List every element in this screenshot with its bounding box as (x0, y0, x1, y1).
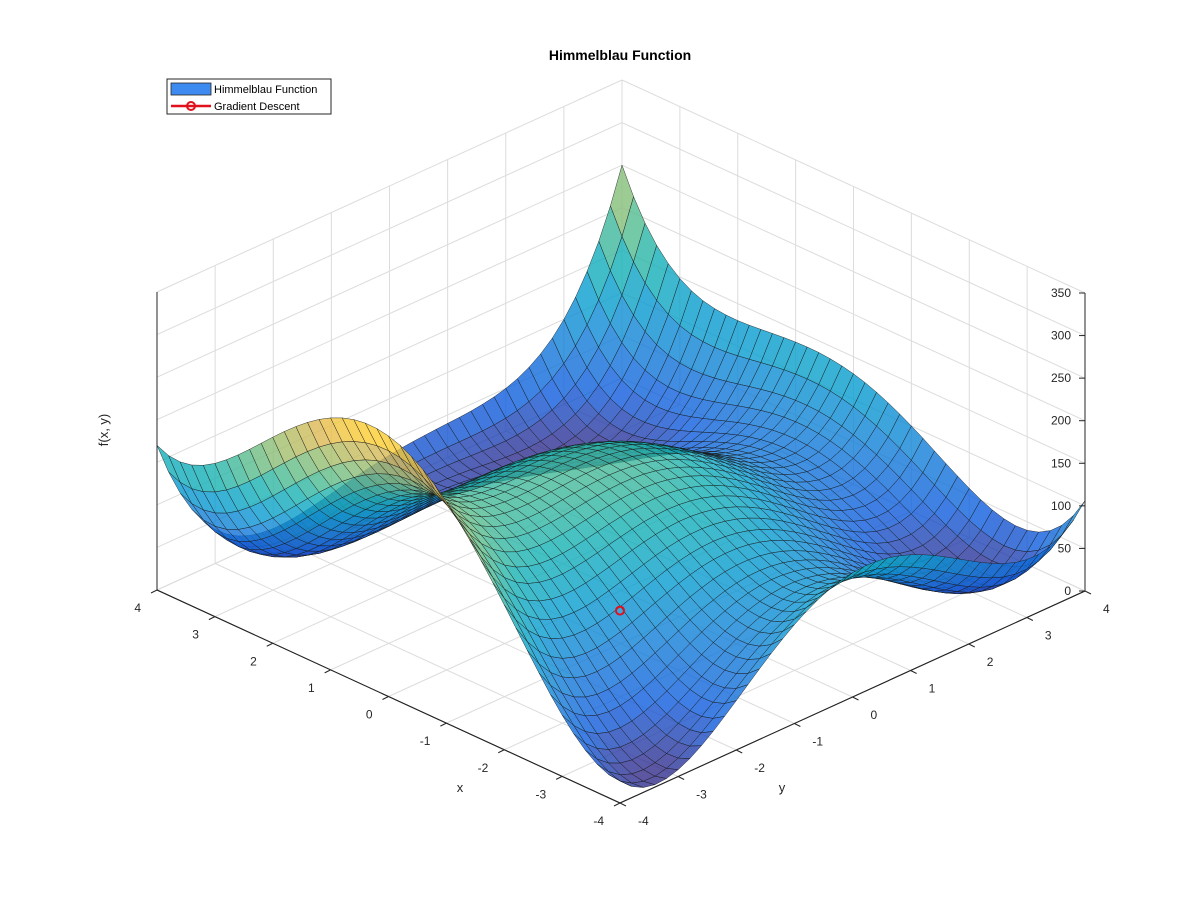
x-tick-mark (324, 669, 331, 674)
z-tick-label: 350 (1051, 286, 1071, 300)
y-tick-mark (619, 802, 627, 807)
legend: Himmelblau Function Gradient Descent (166, 78, 332, 115)
z-tick-label: 0 (1064, 584, 1071, 598)
surface-patch (608, 774, 632, 787)
x-tick-label: 4 (134, 601, 141, 615)
x-tick-mark (208, 616, 216, 621)
chart-title: Himmelblau Function (549, 47, 691, 63)
y-tick-mark (794, 723, 801, 727)
y-tick-mark (736, 749, 743, 754)
x-tick-mark (266, 642, 273, 647)
y-tick-mark (1084, 590, 1092, 595)
y-tick-mark (910, 670, 917, 674)
x-tick-mark (150, 589, 158, 594)
x-tick-label: -1 (420, 734, 431, 748)
y-tick-label: 1 (929, 682, 936, 696)
x-axis-label: x (457, 780, 464, 795)
surface-plot (156, 164, 1086, 788)
z-tick-label: 250 (1051, 371, 1071, 385)
x-tick-label: -2 (478, 761, 489, 775)
x-tick-label: -3 (535, 787, 546, 801)
z-axis-label: f(x, y) (96, 414, 111, 447)
y-tick-mark (1026, 617, 1034, 621)
x-tick-mark (498, 749, 505, 754)
legend-gd-marker (186, 101, 196, 111)
x-tick-label: 0 (366, 708, 373, 722)
z-tick-label: 100 (1051, 499, 1071, 513)
tick-labels: -4 -3 -2 -1 0 1 2 3 4 -4 -3 -2 -1 0 1 2 3 4 0 50 100 150 200 25… (134, 286, 1110, 828)
gradient-descent-point (615, 605, 625, 616)
x-tick-mark (555, 775, 563, 780)
y-tick-mark (968, 643, 975, 648)
y-tick-label: 4 (1103, 602, 1110, 616)
x-tick-mark (613, 802, 621, 807)
x-tick-mark (382, 696, 389, 700)
x-tick-label: -4 (593, 814, 604, 828)
legend-label-surface: Himmelblau Function (214, 84, 317, 96)
x-tick-label: 2 (250, 654, 257, 668)
z-tick-label: 150 (1051, 456, 1071, 470)
z-tick-label: 300 (1051, 329, 1071, 343)
y-tick-label: -2 (754, 761, 765, 775)
z-tick-label: 200 (1051, 414, 1071, 428)
x-tick-label: 1 (308, 681, 315, 695)
y-tick-label: -4 (638, 814, 649, 828)
y-tick-label: -1 (812, 735, 823, 749)
y-tick-label: 0 (871, 708, 878, 722)
y-axis-label: y (779, 780, 786, 795)
y-tick-mark (677, 776, 685, 780)
x-tick-mark (440, 722, 447, 727)
z-tick-label: 50 (1058, 541, 1072, 555)
gradient-descent-path (615, 605, 625, 616)
y-tick-label: 3 (1045, 629, 1052, 643)
x-tick-label: 3 (192, 628, 199, 642)
legend-label-gd: Gradient Descent (214, 101, 300, 113)
y-tick-label: 2 (987, 655, 994, 669)
y-tick-label: -3 (696, 788, 707, 802)
legend-surface-swatch (170, 82, 212, 96)
y-tick-mark (852, 696, 859, 701)
